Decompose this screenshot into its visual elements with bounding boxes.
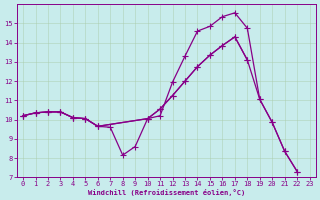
X-axis label: Windchill (Refroidissement éolien,°C): Windchill (Refroidissement éolien,°C) bbox=[88, 189, 245, 196]
